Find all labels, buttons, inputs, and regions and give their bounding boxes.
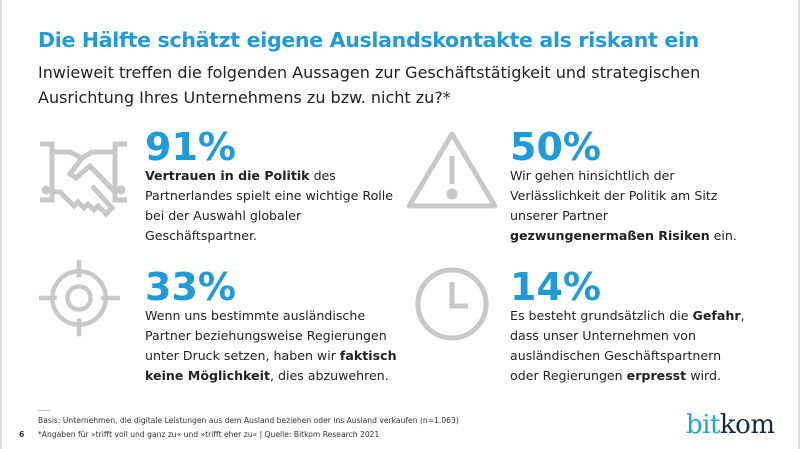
text: Wir gehen hinsichtlich der Verlässlichke… (510, 168, 718, 223)
text-bold: gezwungenermaßen Risiken (510, 228, 710, 243)
text: , dies abzuwehren. (269, 368, 389, 383)
logo-part: kom (719, 410, 775, 440)
slide-subtitle: Inwieweit treffen die folgenden Aussagen… (38, 63, 701, 107)
stat-value: 50% (510, 125, 601, 169)
page-number: 6 (19, 430, 25, 439)
stat-text: Es besteht grundsätzlich die Gefahr, das… (510, 306, 750, 386)
bitkom-logo: bitkom (686, 410, 775, 440)
text: Es besteht grundsätzlich die (510, 308, 693, 323)
text-bold: Vertrauen in die Politik (145, 168, 310, 183)
warning-icon (406, 131, 498, 209)
logo-part: bit (686, 410, 720, 440)
footer-rule (38, 410, 50, 411)
text-bold: erpresst (626, 368, 687, 383)
stat-text: Wenn uns bestimmte ausländische Partner … (145, 306, 400, 386)
stat-value: 14% (510, 265, 601, 309)
slide-title: Die Hälfte schätzt eigene Auslandskontak… (38, 28, 699, 52)
target-icon (39, 259, 120, 337)
footer-basis: Basis: Unternehmen, die digitale Leistun… (38, 416, 459, 425)
text: wird. (686, 368, 721, 383)
stat-value: 91% (145, 125, 236, 169)
text-bold: faktisch keine Möglichkeit (145, 348, 397, 383)
text-bold: Gefahr (692, 308, 741, 323)
clock-icon (415, 267, 489, 341)
stat-value: 33% (145, 265, 236, 309)
text: , dass unser Unternehmen von ausländisch… (510, 308, 745, 383)
text: ein. (709, 228, 737, 243)
footer-note: *Angaben für »trifft voll und ganz zu« u… (38, 430, 380, 439)
text: des Partnerlandes spielt eine wichtige R… (145, 168, 394, 243)
text: Wenn uns bestimmte ausländische Partner … (145, 308, 387, 363)
stat-text: Vertrauen in die Politik des Partnerland… (145, 166, 395, 246)
stat-text: Wir gehen hinsichtlich der Verlässlichke… (510, 166, 750, 246)
handshake-icon (40, 141, 127, 218)
